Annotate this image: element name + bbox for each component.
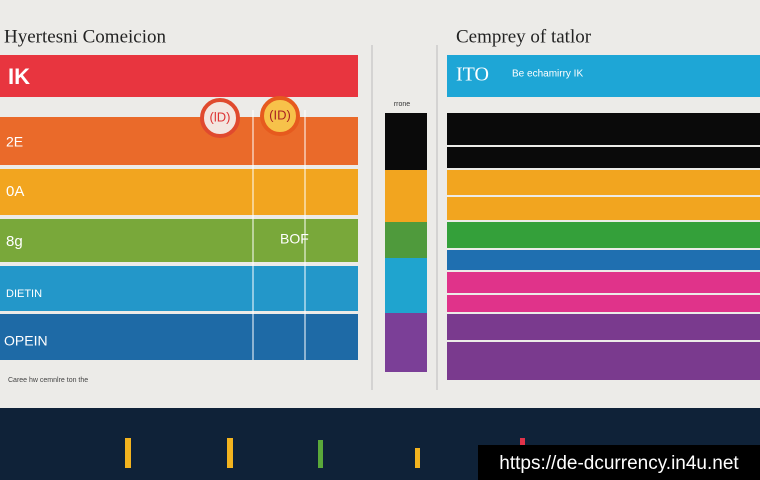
- stripe: [447, 197, 760, 220]
- marker: [415, 448, 420, 468]
- badge: [200, 98, 240, 138]
- row-label: 8g: [6, 233, 23, 250]
- stripe: [447, 55, 760, 97]
- row-label: 0A: [6, 183, 24, 200]
- marker: [520, 438, 525, 448]
- stripe: [447, 295, 760, 312]
- right-title: Cemprey of tatlor: [456, 26, 592, 47]
- segment: [385, 113, 427, 170]
- badge: [260, 96, 300, 136]
- stripe: [0, 266, 358, 311]
- stripe: [447, 113, 760, 145]
- stripe: [0, 314, 358, 360]
- stripe: [447, 147, 760, 168]
- right-header: ITO: [456, 64, 489, 86]
- stripe: [0, 55, 358, 97]
- stripe: [447, 222, 760, 248]
- badge-label: (lD): [210, 109, 231, 124]
- segment: [385, 222, 427, 258]
- footnote: Caree hw cemnlre ton the: [8, 377, 88, 384]
- stripe: [447, 250, 760, 270]
- left-header: IK: [8, 64, 30, 89]
- marker: [227, 438, 233, 468]
- segment: [385, 313, 427, 372]
- left-title: Hyertesni Comeicion: [4, 26, 166, 47]
- watermark: https://de-dcurrency.in4u.net: [499, 453, 739, 474]
- stripe: [447, 342, 760, 380]
- row-label: OPEIN: [4, 333, 48, 349]
- badge-label: (ID): [269, 107, 291, 122]
- right-header-note: Be echamirry IK: [512, 69, 583, 80]
- segment: [385, 170, 427, 222]
- marker: [318, 440, 323, 468]
- segment: [385, 258, 427, 313]
- middle-label: rrone: [394, 101, 410, 108]
- marker: [125, 438, 131, 468]
- watermark-box: [478, 445, 760, 480]
- stripe: [447, 314, 760, 340]
- row-label: 2E: [6, 134, 23, 150]
- stripe: [447, 170, 760, 195]
- stripe: [447, 272, 760, 293]
- stripe: [0, 219, 358, 262]
- stripe: [0, 117, 358, 165]
- row-label: DIETIN: [6, 288, 42, 300]
- stripe: [0, 169, 358, 215]
- side-label: BOF: [280, 231, 309, 247]
